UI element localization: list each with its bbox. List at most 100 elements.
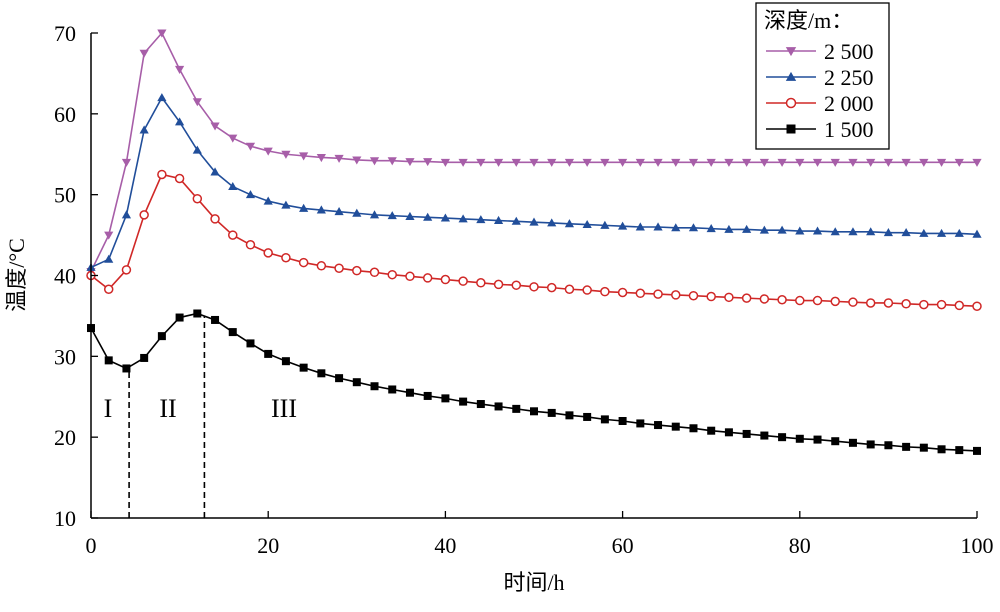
data-point bbox=[246, 339, 255, 348]
x-tick-label: 60 bbox=[612, 533, 634, 558]
data-point bbox=[795, 226, 805, 235]
data-point bbox=[405, 158, 415, 167]
data-point bbox=[565, 411, 574, 420]
data-point bbox=[919, 443, 928, 452]
x-tick-label: 40 bbox=[434, 533, 456, 558]
legend-label: 2 000 bbox=[824, 91, 874, 116]
legend-label: 2 500 bbox=[824, 39, 874, 64]
data-point bbox=[228, 134, 238, 143]
data-point bbox=[600, 158, 610, 167]
data-point bbox=[104, 356, 113, 365]
data-point bbox=[122, 364, 131, 373]
data-point bbox=[759, 158, 769, 167]
data-point bbox=[724, 292, 734, 303]
data-point bbox=[192, 145, 202, 154]
data-point bbox=[600, 220, 610, 229]
x-tick-label: 20 bbox=[257, 533, 279, 558]
data-point bbox=[937, 445, 946, 454]
y-axis-ticks: 10 20 30 40 50 60 70 bbox=[54, 21, 98, 531]
data-point bbox=[352, 208, 362, 217]
data-point bbox=[175, 313, 184, 322]
data-point bbox=[121, 210, 132, 219]
data-point bbox=[263, 196, 273, 205]
data-point bbox=[476, 215, 486, 224]
data-point bbox=[210, 214, 220, 224]
data-point bbox=[139, 49, 149, 58]
data-point bbox=[441, 394, 450, 403]
data-point bbox=[902, 442, 911, 451]
plot-area bbox=[86, 29, 982, 518]
data-point bbox=[476, 400, 485, 409]
data-point bbox=[954, 300, 965, 311]
data-point bbox=[618, 417, 627, 425]
x-tick-label: 0 bbox=[86, 533, 97, 558]
data-point bbox=[600, 415, 609, 424]
data-point bbox=[352, 265, 362, 276]
data-point bbox=[865, 298, 876, 308]
data-point bbox=[564, 219, 575, 228]
data-point bbox=[458, 158, 468, 167]
data-point bbox=[228, 181, 238, 191]
x-axis-ticks: 0 20 40 60 80 100 bbox=[86, 511, 994, 558]
data-point bbox=[210, 167, 220, 176]
data-point bbox=[760, 431, 769, 440]
data-point bbox=[653, 222, 663, 231]
legend-entry: 2 000 bbox=[766, 91, 874, 116]
data-point bbox=[423, 212, 433, 221]
data-point bbox=[140, 353, 149, 362]
legend-title: 深度/m： bbox=[764, 8, 853, 33]
data-point bbox=[883, 158, 893, 167]
data-point bbox=[883, 298, 894, 308]
x-tick-label: 80 bbox=[789, 533, 811, 558]
x-axis-title: 时间/h bbox=[503, 570, 564, 595]
y-tick-label: 70 bbox=[54, 21, 76, 46]
data-point bbox=[786, 124, 796, 134]
data-point bbox=[671, 422, 680, 431]
data-point bbox=[139, 210, 149, 220]
data-point bbox=[458, 214, 468, 223]
data-point bbox=[546, 282, 557, 293]
data-point bbox=[547, 218, 557, 227]
data-point bbox=[795, 158, 805, 167]
data-point bbox=[706, 291, 716, 302]
data-point bbox=[936, 158, 947, 167]
data-point bbox=[812, 226, 823, 235]
data-point bbox=[299, 152, 309, 161]
y-tick-label: 20 bbox=[54, 425, 76, 450]
data-point bbox=[813, 435, 822, 444]
data-point bbox=[582, 285, 592, 295]
data-point bbox=[511, 158, 521, 167]
data-point bbox=[157, 332, 166, 341]
data-point bbox=[848, 297, 858, 307]
data-point bbox=[104, 231, 114, 240]
data-point bbox=[387, 269, 397, 280]
legend-entry: 2 500 bbox=[766, 39, 874, 64]
data-point bbox=[299, 203, 309, 212]
data-point bbox=[388, 385, 397, 394]
data-point bbox=[582, 219, 592, 229]
data-point bbox=[830, 296, 840, 307]
data-point bbox=[795, 434, 804, 443]
data-point bbox=[936, 228, 947, 237]
series-2500 bbox=[86, 29, 982, 277]
data-point bbox=[785, 47, 797, 57]
y-tick-label: 40 bbox=[54, 264, 76, 289]
data-point bbox=[617, 287, 628, 298]
data-point bbox=[724, 428, 733, 437]
data-point bbox=[635, 222, 645, 231]
data-point bbox=[440, 158, 450, 167]
data-point bbox=[493, 279, 504, 290]
legend-label: 1 500 bbox=[824, 117, 874, 142]
data-point bbox=[785, 97, 797, 109]
data-point bbox=[157, 29, 167, 38]
data-point bbox=[530, 407, 538, 416]
data-point bbox=[192, 98, 202, 107]
region-label-2: II bbox=[159, 394, 176, 423]
data-point bbox=[245, 190, 256, 199]
data-point bbox=[263, 248, 273, 258]
region-label-1: I bbox=[104, 394, 113, 423]
data-point bbox=[759, 225, 769, 234]
